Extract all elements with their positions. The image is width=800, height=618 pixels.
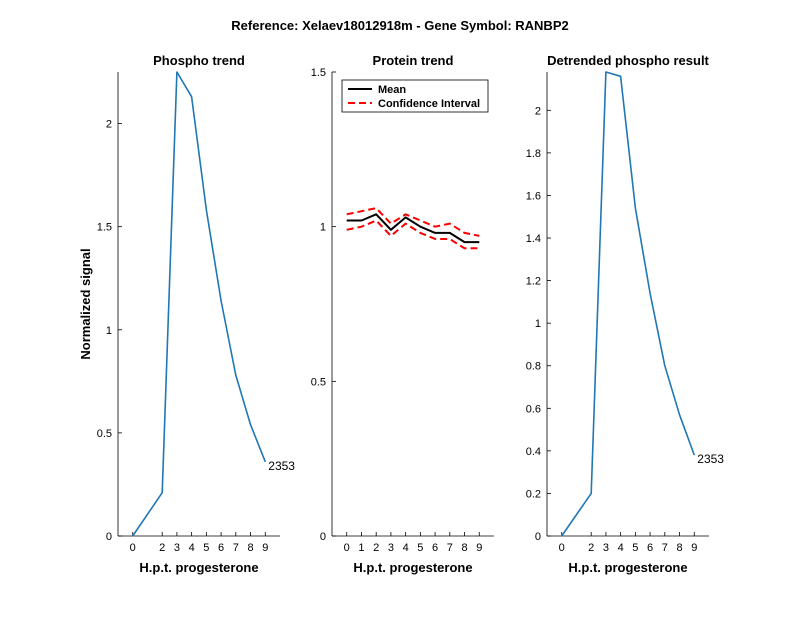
mean-line (346, 213, 480, 244)
phospho-line (132, 71, 267, 537)
x-tick-label: 0 (344, 542, 350, 554)
y-tick-label: 1 (106, 325, 112, 337)
x-tick-label: 7 (662, 542, 668, 554)
x-tick-label: 3 (174, 542, 180, 554)
x-tick-label: 5 (203, 542, 209, 554)
y-tick-label: 0 (106, 531, 112, 543)
y-tick-label: 0.6 (526, 403, 541, 415)
x-tick-label: 8 (676, 542, 682, 554)
x-tick-label: 0 (559, 542, 565, 554)
y-tick-label: 1.4 (526, 233, 541, 245)
y-tick-label: 0.5 (311, 376, 326, 388)
y-tick-label: 0 (320, 531, 326, 543)
legend: Mean Confidence Interval (341, 79, 489, 113)
x-tick-label: 1 (358, 542, 364, 554)
x-tick-label: 6 (218, 542, 224, 554)
y-tick-label: 0.5 (97, 428, 112, 440)
x-tick-label: 9 (262, 542, 268, 554)
ci-upper-line (346, 207, 480, 237)
chart-title: Detrended phospho result (547, 53, 709, 68)
y-tick-label: 1.2 (526, 276, 541, 288)
y-tick-label: 0.4 (526, 446, 541, 458)
y-tick-label: 1 (320, 222, 326, 234)
x-tick-label: 8 (247, 542, 253, 554)
peptide-id-label: 2353 (268, 459, 295, 473)
y-tick-label: 1.8 (526, 148, 541, 160)
x-tick-label: 4 (403, 542, 409, 554)
x-tick-label: 6 (647, 542, 653, 554)
x-tick-label: 7 (233, 542, 239, 554)
x-tick-label: 7 (447, 542, 453, 554)
x-tick-label: 2 (373, 542, 379, 554)
x-tick-label: 4 (618, 542, 624, 554)
y-tick-label: 0.8 (526, 361, 541, 373)
y-tick-label: 1.5 (311, 67, 326, 79)
chart-title: Protein trend (373, 53, 454, 68)
x-tick-label: 9 (476, 542, 482, 554)
x-tick-label: 2 (159, 542, 165, 554)
y-axis-label: Normalized signal (78, 248, 93, 359)
x-axis-label: H.p.t. progesterone (568, 560, 687, 575)
y-tick-label: 0 (535, 531, 541, 543)
y-tick-label: 1.6 (526, 190, 541, 202)
y-tick-label: 2 (535, 105, 541, 117)
ci-lower-line (346, 219, 480, 250)
x-tick-label: 5 (417, 542, 423, 554)
x-tick-label: 9 (691, 542, 697, 554)
y-tick-label: 1 (535, 318, 541, 330)
x-tick-label: 3 (603, 542, 609, 554)
phospho-line (561, 71, 696, 537)
legend-box (341, 79, 489, 113)
x-axis-label: H.p.t. progesterone (353, 560, 472, 575)
figure-title: Reference: Xelaev18012918m - Gene Symbol… (231, 18, 568, 33)
x-tick-label: 4 (189, 542, 195, 554)
peptide-id-label: 2353 (697, 452, 724, 466)
x-tick-label: 5 (632, 542, 638, 554)
legend-mean-label: Mean (378, 84, 406, 96)
x-tick-label: 0 (130, 542, 136, 554)
y-tick-label: 1.5 (97, 222, 112, 234)
x-tick-label: 2 (588, 542, 594, 554)
legend-ci-label: Confidence Interval (378, 98, 480, 110)
chart-title: Phospho trend (153, 53, 245, 68)
x-tick-label: 8 (461, 542, 467, 554)
y-tick-label: 2 (106, 119, 112, 131)
x-axis-label: H.p.t. progesterone (139, 560, 258, 575)
x-tick-label: 3 (388, 542, 394, 554)
x-tick-label: 6 (432, 542, 438, 554)
y-tick-label: 0.2 (526, 488, 541, 500)
